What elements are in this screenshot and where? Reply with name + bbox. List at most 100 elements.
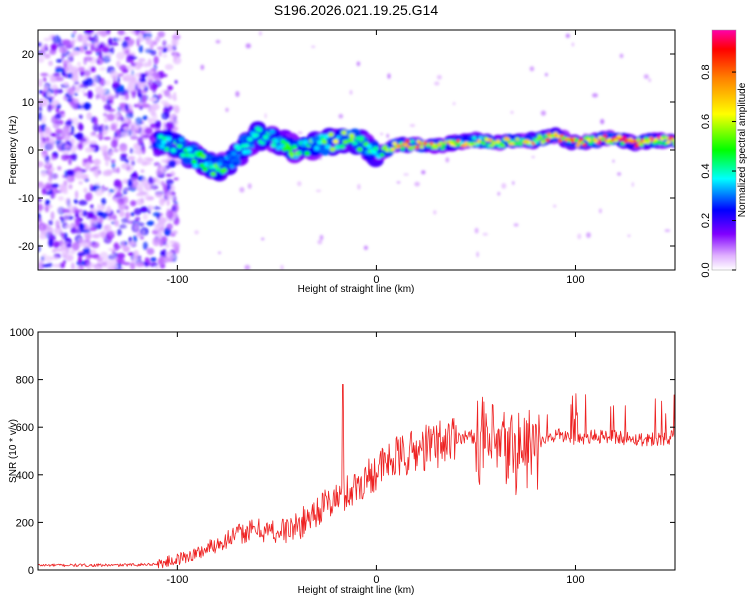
- heatmap-x-tick-label: 100: [566, 274, 584, 286]
- heatmap-noise-cell: [68, 184, 73, 190]
- heatmap-noise-cell: [47, 103, 53, 113]
- heatmap-noise-cell: [165, 191, 174, 200]
- heatmap-noise-cell: [245, 43, 251, 49]
- heatmap-noise-cell: [592, 93, 598, 98]
- heatmap-noise-cell: [146, 220, 155, 226]
- heatmap-noise-cell: [96, 210, 104, 217]
- heatmap-ridge-cell: [621, 135, 627, 140]
- heatmap-noise-cell: [161, 159, 168, 163]
- heatmap-noise-cell: [165, 242, 170, 249]
- heatmap-noise-cell: [96, 60, 100, 64]
- heatmap-noise-cell: [52, 35, 61, 44]
- colorbar-ticks: 0.0 0.2 0.4 0.6 0.8: [700, 64, 736, 278]
- heatmap-noise-cell: [141, 134, 150, 138]
- heatmap-noise-cell: [39, 90, 43, 94]
- heatmap-noise-cell: [44, 206, 49, 213]
- heatmap-noise-cell: [64, 224, 74, 229]
- heatmap-ridge-cell: [634, 143, 640, 148]
- heatmap-plot-frame: [37, 29, 676, 271]
- heatmap-noise-cell: [117, 36, 124, 42]
- heatmap-noise-cell: [66, 243, 72, 248]
- heatmap-noise-cell: [434, 81, 440, 86]
- heatmap-noise-cell: [154, 223, 161, 231]
- heatmap-noise-cell: [110, 159, 116, 164]
- heatmap-noise-cell: [61, 243, 65, 250]
- heatmap-noise-cell: [59, 216, 65, 220]
- heatmap-noise-cell: [138, 156, 142, 162]
- heatmap-noise-cell: [146, 70, 155, 75]
- heatmap-noise-cell: [149, 262, 158, 267]
- heatmap-noise-cell: [137, 101, 143, 109]
- heatmap-noise-cell: [123, 126, 130, 131]
- heatmap-noise-cell: [433, 210, 437, 215]
- heatmap-noise-cell: [445, 157, 450, 163]
- heatmap-noise-cell: [85, 233, 91, 242]
- heatmap-ridge-cell: [256, 127, 263, 133]
- heatmap-noise-cell: [403, 173, 409, 176]
- heatmap-noise-cell: [119, 102, 128, 107]
- heatmap-noise-cell: [105, 160, 109, 167]
- heatmap-noise-cell: [142, 30, 152, 35]
- heatmap-noise-cell: [50, 75, 56, 84]
- heatmap-noise-cell: [103, 136, 111, 140]
- heatmap-noise-cell: [144, 191, 150, 201]
- heatmap-noise-cell: [247, 183, 252, 190]
- heatmap-noise-cell: [115, 129, 122, 136]
- heatmap-noise-cell: [163, 47, 168, 52]
- heatmap-noise-cell: [84, 146, 94, 153]
- heatmap-ridge-cell: [191, 159, 198, 164]
- heatmap-noise-cell: [387, 73, 391, 79]
- heatmap-noise-cell: [89, 186, 96, 192]
- heatmap-noise-cell: [148, 97, 157, 102]
- heatmap-ridge-cell: [500, 144, 506, 148]
- heatmap-noise-cell: [94, 134, 104, 138]
- heatmap-noise-cell: [117, 75, 121, 84]
- heatmap-ridge-cell: [182, 156, 194, 165]
- heatmap-ridge-cell: [345, 130, 352, 135]
- heatmap-ridge-cell: [317, 140, 323, 145]
- heatmap-x-tick-label: -100: [166, 274, 188, 286]
- heatmap-noise-cell: [421, 170, 426, 175]
- heatmap-noise-cell: [46, 91, 51, 98]
- heatmap-noise-cell: [117, 180, 123, 190]
- heatmap-noise-cell: [95, 93, 100, 100]
- heatmap-noise-cell: [100, 88, 105, 97]
- heatmap-noise-cell: [38, 258, 46, 263]
- heatmap-noise-cell: [170, 233, 176, 237]
- heatmap-noise-cell: [48, 238, 54, 248]
- heatmap-noise-cell: [166, 179, 174, 186]
- heatmap-noise-cell: [101, 197, 107, 206]
- heatmap-ridge-cell: [248, 144, 255, 149]
- heatmap-noise-cell: [93, 116, 98, 125]
- heatmap-noise-cell: [66, 169, 75, 176]
- colorbar-tick-label: 0.0: [700, 262, 712, 277]
- heatmap-ridge-cell: [495, 139, 501, 144]
- heatmap-noise-cell: [133, 149, 143, 155]
- heatmap-noise-cell: [152, 206, 162, 210]
- heatmap-noise-cell: [117, 30, 125, 36]
- heatmap-noise-cell: [89, 227, 97, 232]
- heatmap-noise-cell: [156, 46, 165, 51]
- heatmap-ridge-cell: [181, 140, 188, 146]
- heatmap-ridge-cell: [200, 154, 207, 159]
- heatmap-noise-cell: [172, 195, 177, 204]
- heatmap-noise-cell: [159, 239, 163, 247]
- snr-y-tick-label: 400: [16, 470, 34, 482]
- heatmap-noise-cell: [109, 254, 119, 262]
- heatmap-y-tick-label: -20: [18, 241, 34, 253]
- heatmap-noise-cell: [78, 199, 88, 206]
- heatmap-noise-cell: [84, 33, 89, 40]
- heatmap-ridge-cell: [180, 152, 186, 158]
- heatmap-noise-cell: [74, 85, 79, 89]
- heatmap-x-ticks: -100 0 100: [166, 30, 585, 286]
- heatmap-noise-cell: [497, 191, 501, 196]
- heatmap-noise-cell: [150, 184, 159, 190]
- heatmap-ridge-cell: [558, 138, 563, 143]
- heatmap-ridge-cell: [586, 138, 592, 142]
- heatmap-noise-cell: [120, 154, 127, 162]
- heatmap-noise-cell: [71, 125, 75, 134]
- heatmap-noise-cell: [51, 99, 60, 106]
- heatmap-noise-cell: [59, 262, 65, 269]
- heatmap-noise-cell: [146, 247, 155, 255]
